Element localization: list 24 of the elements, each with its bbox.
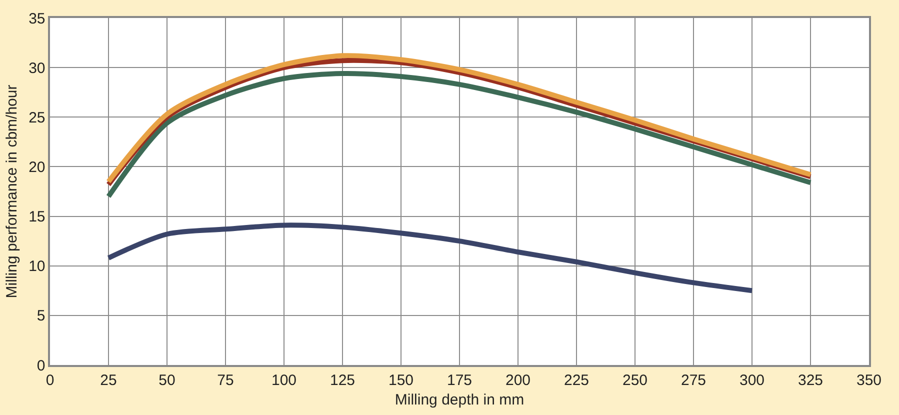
x-tick-label: 50 bbox=[158, 372, 176, 389]
x-tick-label: 300 bbox=[739, 372, 765, 389]
x-tick-label: 200 bbox=[505, 372, 531, 389]
x-tick-label: 175 bbox=[446, 372, 472, 389]
x-tick-label: 100 bbox=[271, 372, 297, 389]
y-axis-title: Milling performance in cbm/hour bbox=[3, 84, 20, 298]
x-tick-label: 325 bbox=[798, 372, 824, 389]
y-tick-label: 15 bbox=[28, 208, 46, 226]
x-tick-label: 125 bbox=[330, 372, 356, 389]
x-tick-label: 275 bbox=[680, 372, 706, 389]
x-tick-label: 150 bbox=[388, 372, 414, 389]
y-tick-label: 30 bbox=[28, 60, 46, 77]
x-tick-label: 350 bbox=[856, 372, 882, 389]
y-tick-label: 35 bbox=[28, 10, 46, 28]
y-tick-label: 25 bbox=[28, 109, 46, 126]
x-axis-title: Milling depth in mm bbox=[394, 391, 524, 408]
y-tick-label: 5 bbox=[36, 308, 46, 325]
x-tick-label: 25 bbox=[100, 372, 117, 389]
y-tick-label: 10 bbox=[28, 258, 46, 276]
y-tick-label: 0 bbox=[36, 357, 46, 374]
x-tick-label: 225 bbox=[564, 372, 590, 389]
y-tick-label: 20 bbox=[28, 158, 46, 176]
x-tick-label: 250 bbox=[622, 372, 648, 389]
x-tick-label: 75 bbox=[217, 372, 234, 389]
